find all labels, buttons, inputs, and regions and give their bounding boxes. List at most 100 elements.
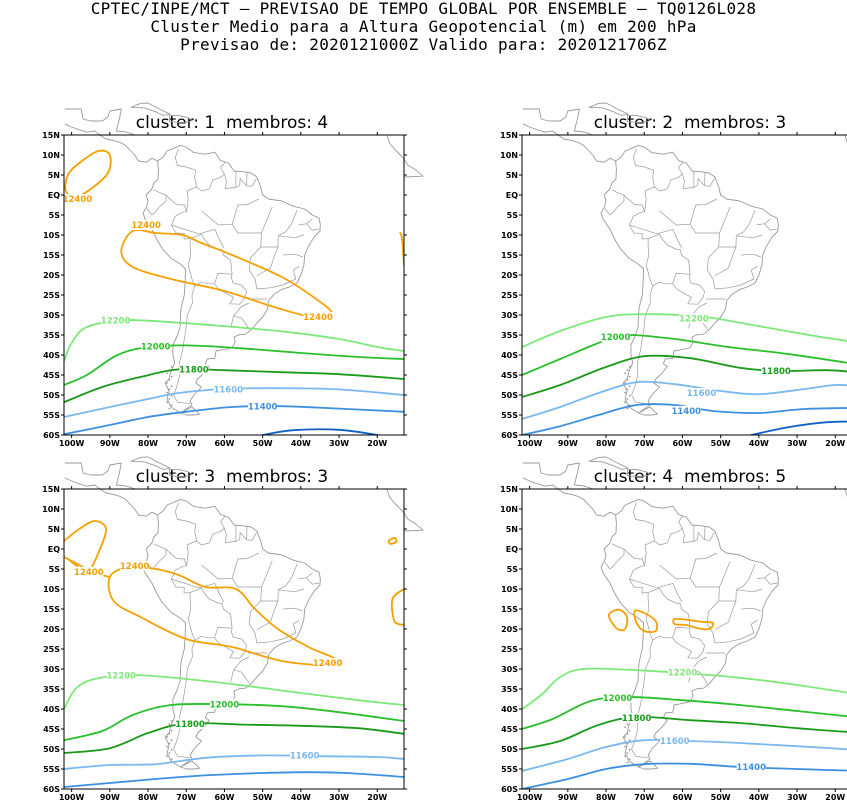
lat-tick-label: 30S [501, 665, 518, 674]
lat-tick-label: 10N [500, 151, 518, 160]
lon-tick-label: 60W [214, 439, 234, 448]
lon-tick-label: 30W [329, 439, 349, 448]
lat-tick-label: 15S [501, 251, 518, 260]
lat-tick-label: 55S [501, 411, 518, 420]
lat-tick-label: 25S [43, 291, 60, 300]
lon-tick-label: 50W [711, 793, 731, 802]
header-line-2: Cluster Medio para a Altura Geopotencial… [150, 17, 697, 36]
lat-tick-label: 40S [501, 351, 518, 360]
lat-tick-label: 5S [507, 565, 519, 574]
lon-tick-label: 60W [672, 439, 692, 448]
lat-tick-label: 15N [42, 131, 60, 140]
map-plot: 12200 12000 11800 11600 11400 15N 10N 5N EQ 5S 10S… [500, 456, 847, 802]
lon-tick-label: 60W [214, 793, 234, 802]
geopotential-contour [522, 715, 847, 750]
contour-label: 12400 [313, 659, 343, 669]
lat-tick-label: 50S [43, 745, 60, 754]
lon-tick-label: 100W [59, 439, 85, 448]
contour-label: 11800 [761, 367, 791, 377]
map-plot: 12400 12400 12400 12200 12000 11800 11600 11400… [42, 102, 424, 448]
geopotential-contour [399, 232, 404, 266]
lat-tick-label: 25S [501, 291, 518, 300]
lon-tick-label: 90W [100, 439, 120, 448]
figure-header: CPTEC/INPE/MCT – PREVISAO DE TEMPO GLOBA… [0, 0, 847, 54]
contour-label: 11400 [671, 407, 701, 417]
panel-title: cluster: 3 membros: 3 [135, 467, 329, 487]
lat-tick-label: 50S [43, 391, 60, 400]
contours: 12400 12400 12400 12200 12000 11800 11600 [64, 520, 404, 788]
contour-label: 12200 [679, 314, 709, 324]
geopotential-contour [750, 420, 847, 435]
contour-label: 11800 [622, 714, 652, 724]
lon-tick-label: 20W [825, 439, 845, 448]
geopotential-contour [64, 754, 404, 770]
lon-tick-label: 60W [672, 793, 692, 802]
basemap [64, 102, 424, 416]
geopotential-contour [522, 696, 847, 730]
axes-frame: 15N 10N 5N EQ 5S 10S 15S 20S 25S 30S 35S 40S 45S 50S 5… [42, 485, 407, 802]
lon-tick-label: 50W [711, 439, 731, 448]
lat-tick-label: 55S [43, 411, 60, 420]
map-plot: 12200 12000 11800 11600 11400 15N 10N 5N EQ 5S 10S… [500, 102, 847, 448]
contour-label: 11800 [175, 720, 205, 730]
panel-title: cluster: 2 membros: 3 [593, 113, 787, 133]
lon-tick-label: 100W [517, 793, 543, 802]
lon-tick-label: 80W [138, 439, 158, 448]
panel-title: cluster: 4 membros: 5 [593, 467, 787, 487]
lat-tick-label: 45S [501, 371, 518, 380]
lat-tick-label: 15N [500, 485, 518, 494]
contour-label: 11400 [736, 763, 766, 773]
basemap [522, 102, 847, 416]
contour-label: 12400 [63, 195, 93, 205]
lon-tick-label: 80W [596, 439, 616, 448]
contour-label: 12000 [210, 700, 240, 710]
panel-cluster-2: cluster: 2 membros: 3 12200 12000 11800 116… [500, 102, 847, 453]
contour-label: 12400 [131, 221, 161, 231]
contour-label: 12400 [120, 562, 150, 572]
map-plot: 12400 12400 12400 12200 12000 11800 11600 15N 10… [42, 456, 424, 802]
lat-tick-label: 60S [43, 431, 60, 440]
contour-label: 12000 [603, 694, 633, 704]
lat-tick-label: 5N [48, 171, 60, 180]
lat-tick-label: 10N [42, 151, 60, 160]
contour-label: 12200 [107, 672, 137, 682]
lon-tick-label: 40W [749, 439, 769, 448]
lon-tick-label: 20W [825, 793, 845, 802]
lat-tick-label: 35S [501, 685, 518, 694]
lat-tick-label: 15N [500, 131, 518, 140]
lat-tick-label: 5S [507, 211, 519, 220]
panel-cluster-4: cluster: 4 membros: 5 12200 12000 11800 116… [500, 456, 847, 807]
lat-tick-label: EQ [506, 191, 518, 200]
contour-label: 12200 [668, 668, 698, 678]
lat-tick-label: 40S [501, 705, 518, 714]
lat-tick-label: 35S [43, 685, 60, 694]
geopotential-contour [522, 354, 847, 398]
lat-tick-label: 20S [43, 271, 60, 280]
panel-title: cluster: 1 membros: 4 [135, 113, 329, 133]
lat-tick-label: 20S [501, 625, 518, 634]
lat-tick-label: 30S [43, 665, 60, 674]
geopotential-contour [387, 536, 398, 545]
geopotential-contour [522, 380, 847, 420]
panel-cluster-3: cluster: 3 membros: 3 12400 12400 12400 122… [42, 456, 424, 807]
lat-tick-label: 50S [501, 391, 518, 400]
lat-tick-label: 5N [506, 171, 518, 180]
lat-tick-label: 30S [43, 311, 60, 320]
lon-tick-label: 40W [749, 793, 769, 802]
contours: 12200 12000 11800 11600 11400 [522, 313, 847, 435]
lat-tick-label: 30S [501, 311, 518, 320]
geopotential-contour [522, 403, 847, 435]
geopotential-contour [64, 149, 112, 198]
contour-label: 12400 [74, 568, 104, 578]
axes-frame: 15N 10N 5N EQ 5S 10S 15S 20S 25S 30S 35S 40S 45S 50S 5… [42, 131, 407, 448]
lat-tick-label: 20S [501, 271, 518, 280]
lat-tick-label: 55S [501, 765, 518, 774]
lat-tick-label: 55S [43, 765, 60, 774]
header-line-1: CPTEC/INPE/MCT – PREVISAO DE TEMPO GLOBA… [90, 0, 757, 18]
geopotential-contour [64, 319, 404, 362]
geopotential-contour [522, 667, 847, 710]
lon-tick-label: 50W [253, 439, 273, 448]
lat-tick-label: 10S [43, 231, 60, 240]
lat-tick-label: 60S [43, 785, 60, 794]
contour-label: 12200 [101, 316, 131, 326]
